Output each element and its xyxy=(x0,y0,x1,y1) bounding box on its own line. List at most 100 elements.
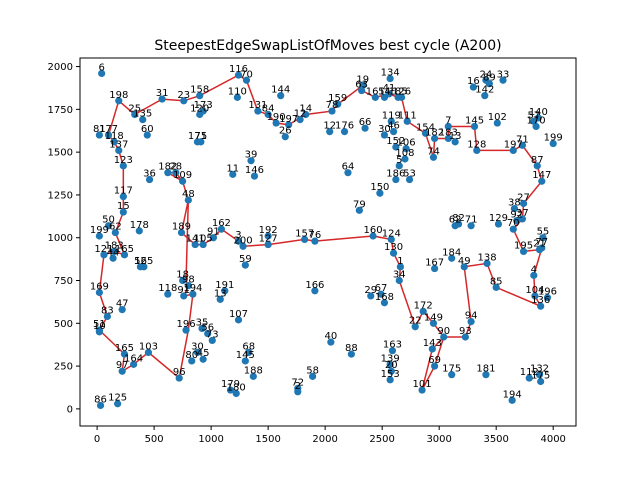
point-label-99: 85 xyxy=(490,276,503,287)
scatter-point-142 xyxy=(118,306,126,314)
point-label-147: 164 xyxy=(124,353,143,364)
point-label-192: 11 xyxy=(226,163,239,174)
point-label-146: 165 xyxy=(115,343,134,354)
point-label-51: 197 xyxy=(504,139,523,150)
point-label-11: 144 xyxy=(271,85,290,96)
scatter-point-180 xyxy=(204,329,212,338)
scatter-point-90 xyxy=(327,338,335,346)
scatter-point-12 xyxy=(264,110,272,119)
scatter-point-20 xyxy=(328,107,336,115)
point-label-170: 18 xyxy=(176,270,189,281)
scatter-point-0 xyxy=(98,69,106,78)
point-label-12: 84 xyxy=(262,103,275,114)
x-tick-label-3500: 3500 xyxy=(483,434,508,445)
scatter-point-95 xyxy=(431,264,439,273)
scatter-point-191 xyxy=(197,138,205,146)
scatter-point-135 xyxy=(100,251,108,259)
scatter-point-153 xyxy=(145,175,154,184)
scatter-point-99 xyxy=(492,283,500,291)
scatter-point-114 xyxy=(531,292,539,300)
point-label-94: 2 xyxy=(295,381,301,392)
scatter-point-1 xyxy=(115,97,123,105)
scatter-point-141 xyxy=(95,288,103,297)
scatter-point-155 xyxy=(172,169,180,177)
scatter-point-168 xyxy=(301,235,309,244)
scatter-point-150 xyxy=(175,374,183,382)
point-label-13: 131 xyxy=(248,100,267,111)
point-label-67: 160 xyxy=(363,225,382,236)
scatter-point-138 xyxy=(120,251,129,259)
y-tick-label-750: 750 xyxy=(54,276,73,287)
point-label-81: 143 xyxy=(423,338,442,349)
scatter-point-105 xyxy=(510,205,519,213)
scatter-point-110 xyxy=(519,247,528,256)
scatter-point-108 xyxy=(509,225,517,233)
scatter-point-125 xyxy=(139,116,147,124)
point-label-161: 91 xyxy=(207,227,220,238)
scatter-point-97 xyxy=(460,263,468,271)
scatter-point-151 xyxy=(96,401,105,410)
point-label-157: 48 xyxy=(182,189,195,200)
scatter-point-133 xyxy=(111,228,119,237)
scatter-point-194 xyxy=(250,172,259,180)
scatter-point-68 xyxy=(387,235,395,244)
scatter-point-154 xyxy=(164,169,172,177)
scatter-point-67 xyxy=(369,232,377,240)
scatter-point-13 xyxy=(254,107,262,115)
scatter-point-122 xyxy=(95,131,103,139)
scatter-point-79 xyxy=(467,317,475,326)
scatter-point-145 xyxy=(95,328,103,336)
point-label-20: 78 xyxy=(326,100,339,111)
scatter-point-3 xyxy=(158,95,166,103)
scatter-point-40 xyxy=(470,122,479,131)
scatter-point-66 xyxy=(344,169,352,177)
point-label-137: 44 xyxy=(107,247,120,258)
point-label-2: 25 xyxy=(128,103,141,114)
scatter-point-69 xyxy=(389,249,398,257)
y-axis: 0 250 500 750 1000 1250 1500 1750 2000 xyxy=(48,62,80,415)
point-label-4: 23 xyxy=(177,90,190,101)
scatter-point-8 xyxy=(234,71,243,79)
point-label-191: 75 xyxy=(194,131,207,142)
chart-title: SteepestEdgeSwapListOfMoves best cycle (… xyxy=(154,38,501,54)
scatter-point-124 xyxy=(110,138,118,146)
point-label-35: 7 xyxy=(445,115,451,126)
point-label-63: 53 xyxy=(403,169,416,180)
point-label-104: 92 xyxy=(510,210,523,221)
scatter-point-80 xyxy=(461,333,469,341)
point-label-131: 178 xyxy=(130,220,149,231)
point-label-162: 162 xyxy=(212,218,231,229)
scatter-point-72 xyxy=(367,292,375,300)
point-label-149: 103 xyxy=(139,341,158,352)
point-label-93: 72 xyxy=(291,377,304,388)
scatter-point-173 xyxy=(189,290,197,298)
scatter-point-129 xyxy=(119,193,127,201)
point-label-142: 47 xyxy=(116,299,129,310)
point-label-76: 22 xyxy=(409,316,422,327)
point-label-139: 52 xyxy=(134,256,147,267)
scatter-point-103 xyxy=(494,220,503,228)
point-label-119: 112 xyxy=(520,367,539,378)
y-tick-label-1000: 1000 xyxy=(48,233,73,244)
point-label-172: 91 xyxy=(177,285,190,296)
scatter-point-61 xyxy=(395,162,403,170)
scatter-point-18 xyxy=(296,116,304,124)
point-label-145: 10 xyxy=(93,321,106,332)
scatter-point-118 xyxy=(508,396,516,404)
x-tick-label-2000: 2000 xyxy=(312,434,337,445)
scatter-point-28 xyxy=(397,93,406,101)
point-label-183: 80 xyxy=(185,350,198,361)
scatter-point-101 xyxy=(454,220,463,228)
point-label-190: 171 xyxy=(188,131,207,142)
point-label-47: 57 xyxy=(527,110,540,121)
point-label-30: 111 xyxy=(398,110,417,121)
point-label-143: 83 xyxy=(101,305,114,316)
point-label-46: 33 xyxy=(497,69,510,80)
point-label-141: 169 xyxy=(90,281,109,292)
scatter-point-172 xyxy=(180,292,188,300)
scatter-point-175 xyxy=(221,287,229,295)
point-label-9: 70 xyxy=(240,69,253,80)
point-label-5: 158 xyxy=(190,85,209,96)
point-label-8: 116 xyxy=(229,64,248,75)
scatter-point-16 xyxy=(281,133,289,141)
